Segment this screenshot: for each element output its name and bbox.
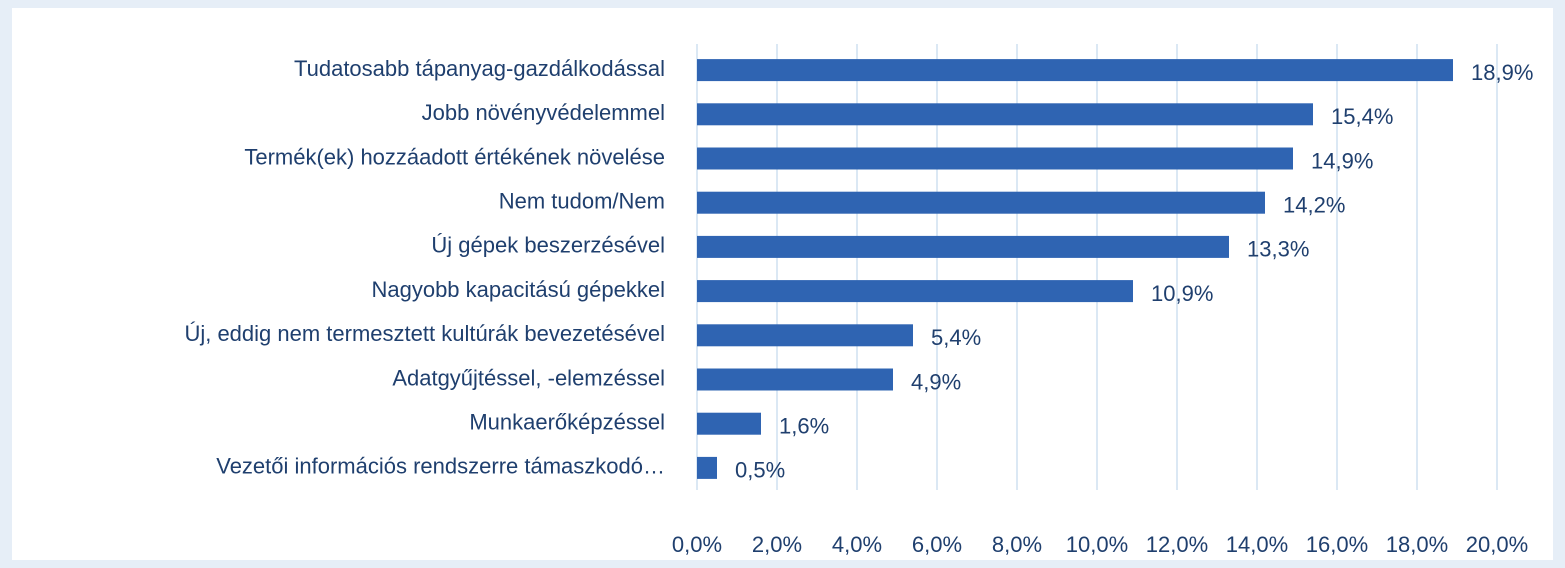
bar	[697, 324, 913, 347]
x-tick-label: 8,0%	[992, 532, 1042, 557]
x-tick-label: 18,0%	[1386, 532, 1448, 557]
value-label: 10,9%	[1151, 281, 1213, 306]
value-label: 13,3%	[1247, 237, 1309, 262]
value-label: 5,4%	[931, 325, 981, 350]
x-tick-label: 0,0%	[672, 532, 722, 557]
x-tick-label: 20,0%	[1466, 532, 1528, 557]
x-tick-label: 4,0%	[832, 532, 882, 557]
bar	[697, 191, 1265, 214]
value-label: 0,5%	[735, 458, 785, 483]
bar	[697, 280, 1133, 303]
bar	[697, 456, 717, 479]
y-tick-label: Tudatosabb tápanyag-gazdálkodással	[294, 56, 665, 81]
x-tick-label: 16,0%	[1306, 532, 1368, 557]
value-label: 14,2%	[1283, 193, 1345, 218]
bar	[697, 59, 1453, 82]
x-tick-label: 2,0%	[752, 532, 802, 557]
y-tick-label: Új gépek beszerzésével	[431, 233, 665, 258]
value-label: 1,6%	[779, 414, 829, 439]
y-tick-label: Új, eddig nem termesztett kultúrák bevez…	[184, 321, 665, 346]
value-label: 18,9%	[1471, 60, 1533, 85]
y-tick-label: Nagyobb kapacitású gépekkel	[371, 277, 665, 302]
bar	[697, 412, 761, 435]
bar	[697, 235, 1229, 258]
value-label: 4,9%	[911, 369, 961, 394]
bar	[697, 368, 893, 391]
y-tick-label: Adatgyűjtéssel, -elemzéssel	[392, 365, 665, 390]
x-tick-label: 10,0%	[1066, 532, 1128, 557]
y-tick-label: Termék(ek) hozzáadott értékének növelése	[244, 144, 665, 169]
bar	[697, 147, 1293, 170]
x-tick-label: 12,0%	[1146, 532, 1208, 557]
y-tick-label: Nem tudom/Nem	[499, 189, 665, 214]
value-label: 15,4%	[1331, 104, 1393, 129]
y-tick-label: Jobb növényvédelemmel	[422, 100, 665, 125]
y-tick-label: Munkaerőképzéssel	[469, 410, 665, 435]
y-tick-label: Vezetői információs rendszerre támaszkod…	[216, 454, 665, 479]
value-label: 14,9%	[1311, 148, 1373, 173]
x-tick-label: 6,0%	[912, 532, 962, 557]
bar	[697, 103, 1313, 126]
x-tick-label: 14,0%	[1226, 532, 1288, 557]
